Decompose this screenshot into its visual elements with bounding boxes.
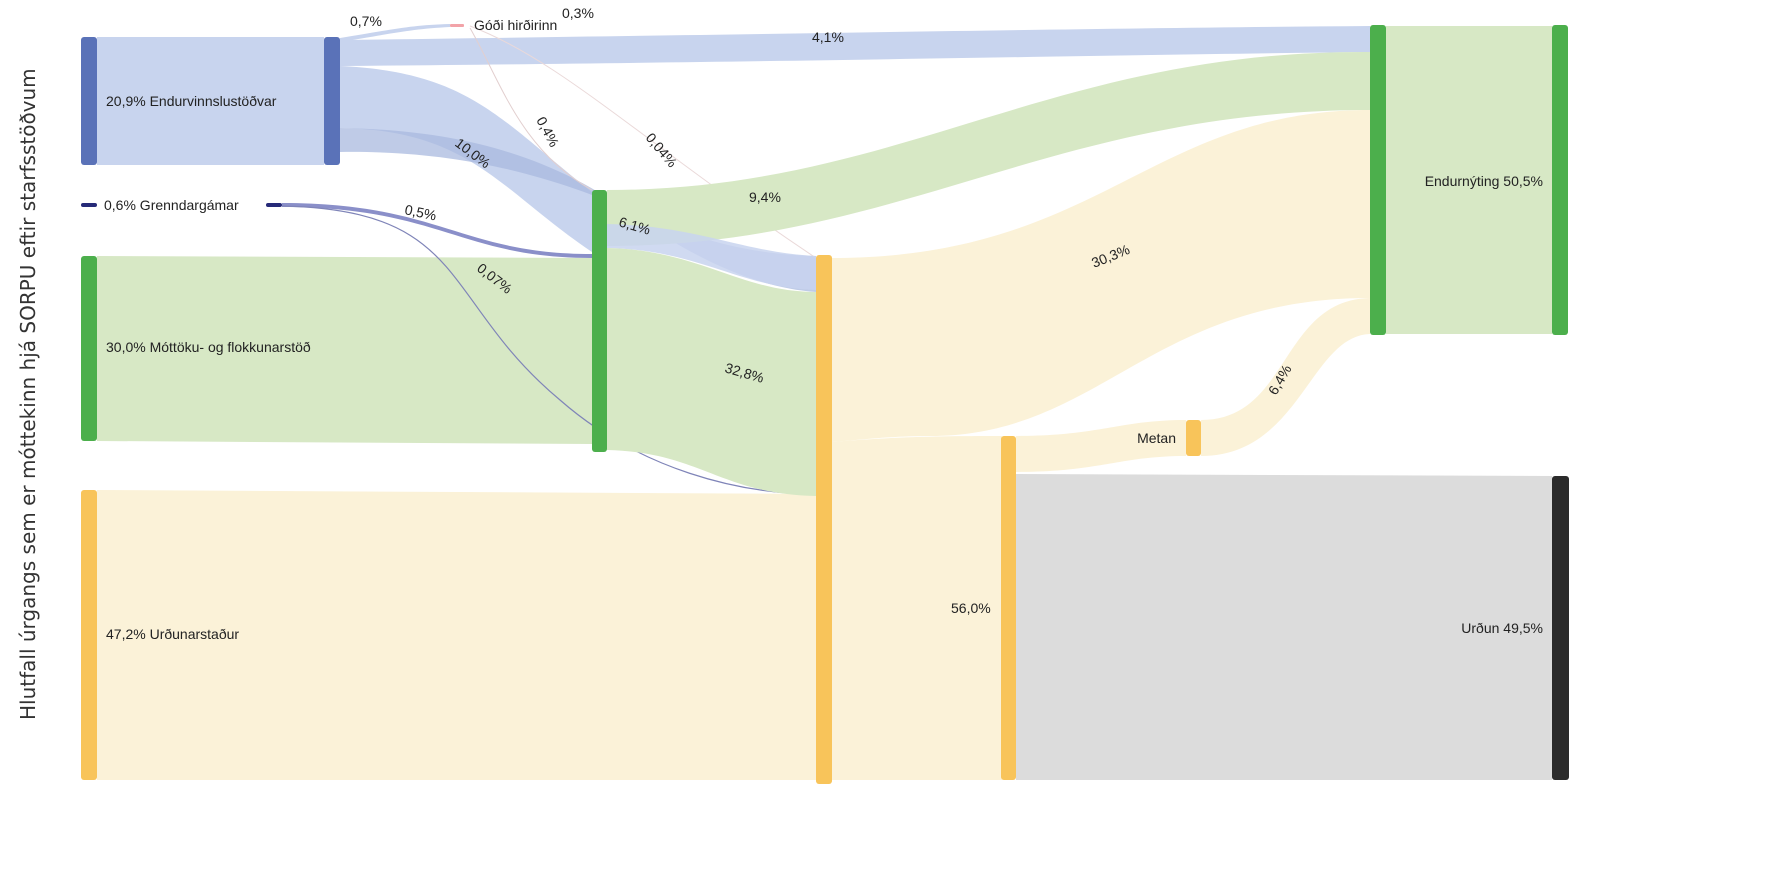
flow-label-41: 4,1% xyxy=(812,29,844,45)
flow-grenndargamar-to-collector xyxy=(281,205,817,495)
node-endurnyting xyxy=(1552,25,1568,335)
flow-godi-04 xyxy=(469,27,593,191)
flow-urdun-node-to-metan xyxy=(1016,420,1186,472)
node-collector xyxy=(816,255,832,784)
flow-label-560: 56,0% xyxy=(951,600,991,616)
flow-urdunarstadur-to-collector xyxy=(97,490,824,780)
label-urdun: Urðun 49,5% xyxy=(1461,620,1543,636)
flows xyxy=(97,24,1552,780)
node-metan xyxy=(1186,420,1201,456)
node-labels: 20,9% Endurvinnslustöðvar 0,6% Grenndarg… xyxy=(104,17,1543,642)
flow-processing-blue-collector xyxy=(607,224,816,290)
flow-to-urdun xyxy=(1016,474,1552,780)
label-mottoku: 30,0% Móttöku- og flokkunarstöð xyxy=(106,339,311,355)
node-godi-hirdirinn xyxy=(450,24,464,27)
flow-blue-to-godi xyxy=(340,24,450,42)
node-urdun xyxy=(1552,476,1569,780)
label-metan: Metan xyxy=(1137,430,1176,446)
node-endurvinnslustodvar xyxy=(81,37,97,165)
flow-label-03: 0,3% xyxy=(562,5,594,21)
label-endurnyting: Endurnýting 50,5% xyxy=(1425,173,1543,189)
node-urdun-split xyxy=(1001,436,1016,780)
flow-blue-to-processing xyxy=(340,66,592,252)
flow-blue-to-endurnyting xyxy=(340,26,1370,66)
flow-collector-to-urdun-node xyxy=(832,436,1002,780)
node-endurvinnslu-split xyxy=(324,37,340,165)
flow-mottoku-to-processing xyxy=(97,256,592,444)
flow-endurvinnslu-band xyxy=(97,37,324,165)
node-grenndargamar-split xyxy=(266,203,282,207)
node-mottoku xyxy=(81,256,97,441)
node-processing xyxy=(592,190,607,452)
side-axis-title: Hlutfall úrgangs sem er móttekinn hjá SO… xyxy=(16,68,40,720)
node-endurnyting-in xyxy=(1370,25,1386,335)
nodes xyxy=(81,24,1569,784)
flow-label-07: 0,7% xyxy=(350,13,382,29)
label-grenndargamar: 0,6% Grenndargámar xyxy=(104,197,239,213)
label-endurvinnslustodvar: 20,9% Endurvinnslustöðvar xyxy=(106,93,277,109)
flow-processing-to-endurnyting xyxy=(607,51,1370,246)
flow-collector-to-endurnyting xyxy=(832,110,1370,442)
flow-label-004: 0,04% xyxy=(643,130,681,171)
flow-label-05: 0,5% xyxy=(403,201,438,223)
flow-label-94: 9,4% xyxy=(749,189,781,205)
label-godi-hirdirinn: Góði hirðirinn xyxy=(474,17,557,33)
label-urdunarstadur: 47,2% Urðunarstaður xyxy=(106,626,239,642)
node-urdunarstadur xyxy=(81,490,97,780)
flow-processing-to-collector xyxy=(607,248,816,496)
flow-endurnyting-band xyxy=(1386,26,1552,334)
node-grenndargamar xyxy=(81,203,97,207)
flow-metan-to-endurnyting xyxy=(1201,298,1370,456)
